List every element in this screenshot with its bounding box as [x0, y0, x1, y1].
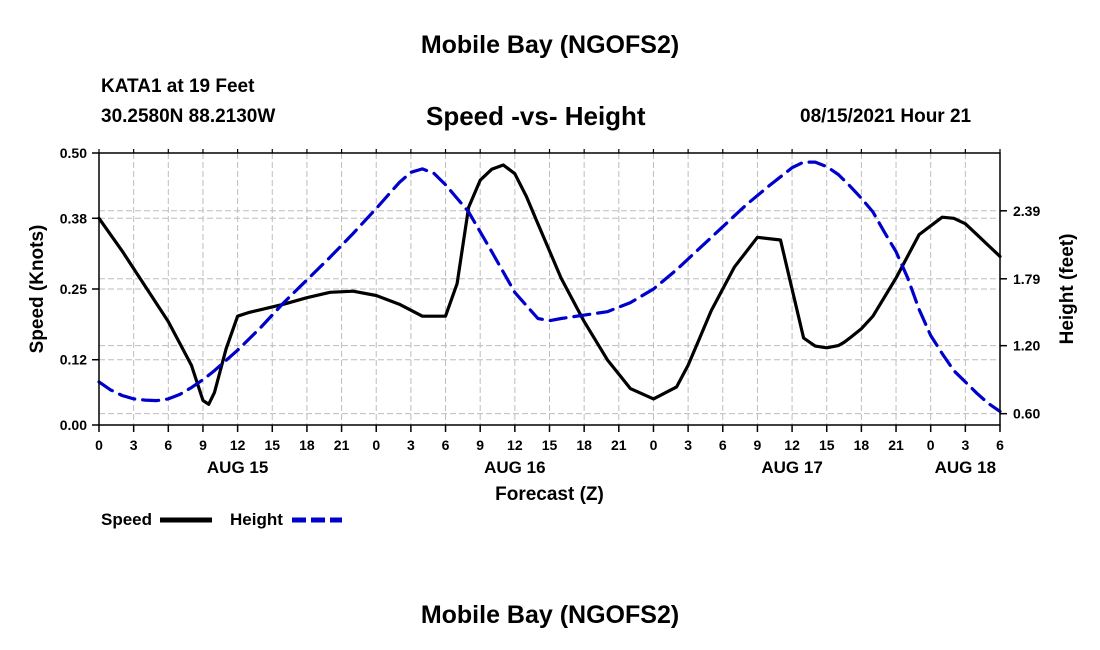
x-tick-label: 9 — [476, 437, 484, 453]
legend-label-speed: Speed — [101, 510, 152, 529]
chart-subtitle: Speed -vs- Height — [426, 101, 646, 131]
y2-tick-label: 2.39 — [1013, 203, 1040, 219]
station-label: KATA1 at 19 Feet — [101, 76, 255, 97]
y-tick-label: 0.50 — [60, 145, 87, 161]
x-tick-label: 12 — [784, 437, 800, 453]
x-tick-label: 6 — [164, 437, 172, 453]
x-tick-label: 21 — [611, 437, 627, 453]
x-tick-label: 6 — [719, 437, 727, 453]
x-tick-label: 18 — [299, 437, 315, 453]
series-line-height — [97, 160, 1002, 413]
x-tick-label: 18 — [576, 437, 592, 453]
x-tick-label: 15 — [819, 437, 835, 453]
frame-layer — [92, 149, 1007, 432]
x-tick-label: 15 — [542, 437, 558, 453]
y2-axis-label: Height (feet) — [1057, 234, 1078, 345]
x-tick-label: 3 — [130, 437, 138, 453]
x-tick-label: 12 — [507, 437, 523, 453]
x-tick-label: 9 — [199, 437, 207, 453]
y-axis-label: Speed (Knots) — [27, 225, 48, 354]
x-tick-label: 3 — [684, 437, 692, 453]
x-tick-label: 3 — [407, 437, 415, 453]
y-tick-label: 0.12 — [60, 352, 87, 368]
x-tick-label: 6 — [442, 437, 450, 453]
legend-layer: Speed Height — [101, 510, 342, 529]
x-axis-label: Forecast (Z) — [495, 484, 604, 505]
series-line-speed — [97, 163, 1002, 406]
y2-tick-label: 1.20 — [1013, 338, 1040, 354]
x-tick-label: 21 — [888, 437, 904, 453]
x-tick-label: 6 — [996, 437, 1004, 453]
legend-label-height: Height — [230, 510, 283, 529]
x-tick-label: 0 — [650, 437, 658, 453]
y-tick-label: 0.25 — [60, 281, 87, 297]
x-tick-label: 3 — [961, 437, 969, 453]
grid-layer — [98, 152, 1001, 426]
x-tick-label: 0 — [927, 437, 935, 453]
x-tick-label: 0 — [372, 437, 380, 453]
chart-title: Mobile Bay (NGOFS2) — [420, 31, 680, 59]
station-coordinates: 30.2580N 88.2130W — [101, 106, 276, 127]
series-layer — [97, 160, 1002, 413]
y-tick-label: 0.00 — [60, 417, 87, 433]
x-date-label: AUG 16 — [484, 458, 545, 477]
x-tick-label: 15 — [264, 437, 280, 453]
x-tick-label: 12 — [230, 437, 246, 453]
x-tick-label: 0 — [95, 437, 103, 453]
label-layer: 0 3 6 9 12 15 18 21 0 3 6 9 12 15 18 21 0 3 6 9 12 15 18 21 0 3 6A… — [27, 145, 1078, 505]
x-date-label: AUG 17 — [761, 458, 822, 477]
footer-title: Mobile Bay (NGOFS2) — [420, 601, 680, 629]
x-date-label: AUG 15 — [207, 458, 268, 477]
y2-tick-label: 0.60 — [1013, 406, 1040, 422]
x-tick-label: 9 — [754, 437, 762, 453]
x-tick-label: 18 — [854, 437, 870, 453]
y-tick-label: 0.38 — [60, 210, 87, 226]
y2-tick-label: 1.79 — [1013, 271, 1040, 287]
forecast-datetime: 08/15/2021 Hour 21 — [800, 106, 972, 127]
x-date-label: AUG 18 — [935, 458, 996, 477]
x-tick-label: 21 — [334, 437, 350, 453]
